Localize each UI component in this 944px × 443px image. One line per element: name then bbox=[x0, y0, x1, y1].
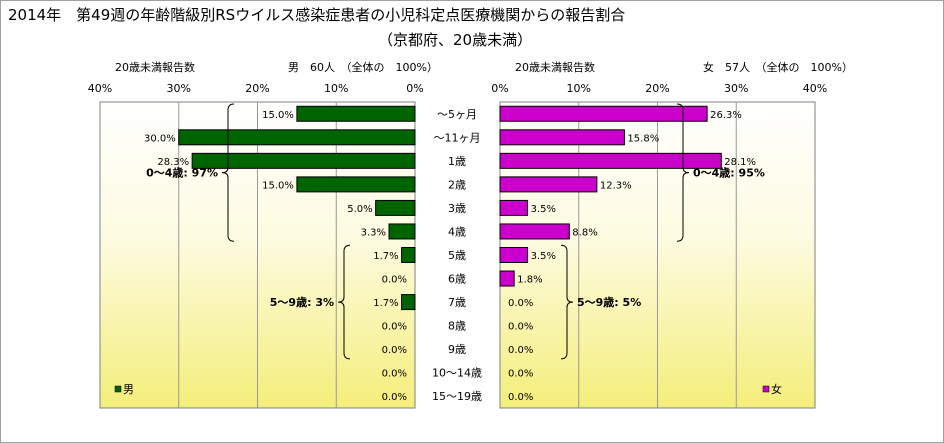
legend-swatch-male bbox=[114, 385, 122, 393]
header-total-male: 男 60人 （全体の 100%） bbox=[288, 60, 438, 74]
bracket-female bbox=[560, 244, 574, 360]
data-label-female: 26.3% bbox=[710, 110, 742, 121]
category-label: 9歳 bbox=[448, 343, 466, 356]
bracket-label-female: 0～4歳: 95% bbox=[693, 166, 765, 180]
tick-label: 10% bbox=[324, 82, 348, 95]
bracket-label-female: 5～9歳: 5% bbox=[577, 295, 641, 309]
bracket-female bbox=[676, 103, 690, 242]
data-label-male: 28.3% bbox=[157, 157, 189, 168]
bar-male bbox=[178, 129, 416, 146]
bar-male bbox=[296, 105, 416, 122]
bracket-label-male: 0～4歳: 97% bbox=[146, 166, 218, 180]
data-label-female: 0.0% bbox=[508, 298, 533, 309]
bar-male bbox=[296, 176, 416, 193]
data-label-female: 15.8% bbox=[627, 133, 659, 144]
legend-label-female: 女 bbox=[771, 382, 782, 396]
bar-female bbox=[499, 247, 529, 263]
tick-label: 0% bbox=[491, 82, 508, 95]
data-label-male: 15.0% bbox=[262, 180, 294, 191]
data-label-male: 5.0% bbox=[347, 204, 372, 215]
category-label: 8歳 bbox=[448, 320, 466, 333]
category-label: 2歳 bbox=[448, 178, 466, 191]
tick-label: 40% bbox=[88, 82, 112, 95]
data-label-male: 3.3% bbox=[361, 227, 386, 238]
bar-female bbox=[499, 105, 708, 122]
category-label: 5歳 bbox=[448, 249, 466, 262]
bar-female bbox=[499, 176, 598, 193]
data-label-female: 12.3% bbox=[600, 180, 632, 191]
bar-female bbox=[499, 129, 625, 146]
bar-male bbox=[401, 294, 416, 311]
bar-female bbox=[499, 270, 515, 287]
bracket-male bbox=[337, 244, 351, 360]
tick-label: 20% bbox=[245, 82, 269, 95]
data-label-male: 1.7% bbox=[373, 251, 398, 262]
header-total-female: 女 57人 （全体の 100%） bbox=[703, 60, 853, 74]
category-label: 3歳 bbox=[448, 202, 466, 215]
header-label-female: 20歳未満報告数 bbox=[515, 61, 595, 74]
legend-label-male: 男 bbox=[123, 383, 134, 396]
category-label: 7歳 bbox=[448, 296, 466, 309]
category-label: ～5ヶ月 bbox=[437, 108, 477, 121]
panel-male: 40% 30% 20% 10% 0% 20歳未満報告数 男 60人 （全体の 100%） 15… bbox=[88, 60, 438, 409]
data-label-male: 30.0% bbox=[144, 133, 176, 144]
data-label-female: 3.5% bbox=[531, 251, 556, 262]
data-label-female: 0.0% bbox=[508, 369, 533, 380]
tick-label: 30% bbox=[167, 82, 191, 95]
data-label-female: 28.1% bbox=[724, 157, 756, 168]
data-label-male: 0.0% bbox=[382, 275, 407, 286]
bar-male bbox=[191, 152, 416, 169]
data-label-female: 0.0% bbox=[508, 345, 533, 356]
chart-title: 2014年 第49週の年齢階級別RSウイルス感染症患者の小児科定点医療機関からの… bbox=[8, 6, 625, 24]
category-label: 6歳 bbox=[448, 273, 466, 286]
data-label-female: 1.8% bbox=[517, 275, 542, 286]
panel-female: 0% 10% 20% 30% 40% 20歳未満報告数 女 57人 （全体の 100%） 26… bbox=[491, 60, 853, 409]
legend-swatch-female bbox=[762, 385, 770, 393]
category-label: 1歳 bbox=[448, 155, 466, 168]
data-label-female: 8.8% bbox=[572, 227, 597, 238]
category-label: 15～19歳 bbox=[432, 390, 482, 403]
bar-female bbox=[499, 223, 570, 240]
bar-male bbox=[375, 199, 416, 216]
tick-label: 40% bbox=[803, 82, 827, 95]
data-label-female: 0.0% bbox=[508, 322, 533, 333]
data-label-male: 0.0% bbox=[382, 392, 407, 403]
header-label-male: 20歳未満報告数 bbox=[115, 61, 195, 74]
chart-subtitle: （京都府、20歳未満） bbox=[378, 31, 532, 49]
tick-label: 30% bbox=[724, 82, 748, 95]
tick-label: 0% bbox=[406, 82, 423, 95]
tick-label: 10% bbox=[567, 82, 591, 95]
category-label: 4歳 bbox=[448, 225, 466, 238]
category-label: ～11ヶ月 bbox=[434, 131, 481, 144]
bar-female bbox=[499, 152, 722, 169]
bracket-label-male: 5～9歳: 3% bbox=[270, 295, 334, 309]
category-label: 10～14歳 bbox=[432, 367, 482, 380]
bar-male bbox=[388, 223, 416, 240]
data-label-male: 0.0% bbox=[382, 322, 407, 333]
data-label-female: 3.5% bbox=[531, 204, 556, 215]
data-label-male: 0.0% bbox=[382, 345, 407, 356]
data-label-male: 15.0% bbox=[262, 110, 294, 121]
data-label-male: 0.0% bbox=[382, 369, 407, 380]
bracket-male bbox=[221, 103, 235, 242]
data-label-male: 1.7% bbox=[373, 298, 398, 309]
bar-female bbox=[499, 199, 529, 216]
bar-male bbox=[401, 247, 416, 263]
data-label-female: 0.0% bbox=[508, 392, 533, 403]
tick-label: 20% bbox=[645, 82, 669, 95]
